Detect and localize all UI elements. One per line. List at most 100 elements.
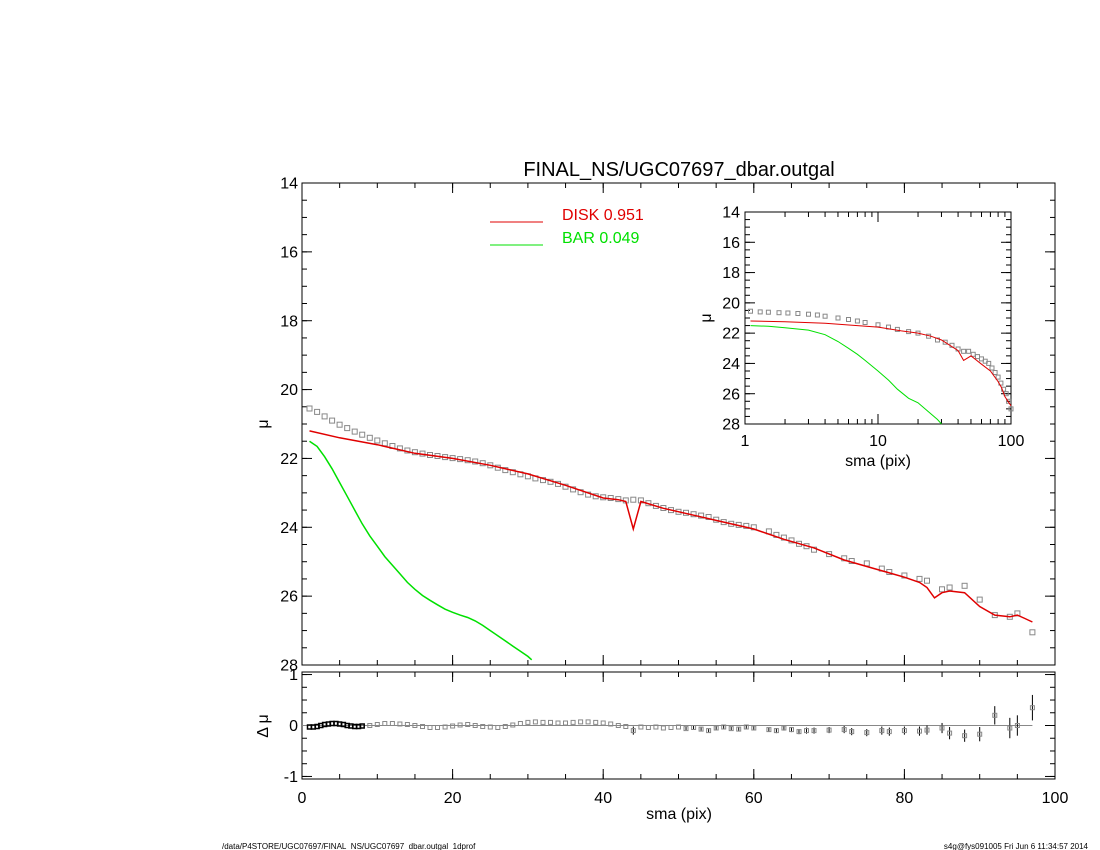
inset-data-point <box>986 360 992 366</box>
inset-data-point <box>935 337 940 343</box>
inset-y-tick-label: 26 <box>722 386 740 403</box>
inset-data-point <box>995 374 1001 380</box>
residual-data-point <box>540 719 546 725</box>
residual-data-point <box>721 724 727 730</box>
inset-x-tick-label: 10 <box>869 433 887 450</box>
residual-data-point <box>796 729 802 735</box>
main-data-point <box>961 582 968 589</box>
inset-y-tick-label: 24 <box>722 356 740 373</box>
inset-data-point <box>1006 398 1012 404</box>
residual-y-axis-label: Δ μ <box>255 714 272 737</box>
inset-disk-line <box>750 320 1012 407</box>
footer-timestamp: s4g@fys091005 Fri Jun 6 11:34:57 2014 <box>944 842 1089 850</box>
inset-data-point <box>961 348 967 354</box>
residual-data-point <box>789 727 794 733</box>
inset-bar-line <box>750 325 942 425</box>
residual-data-point <box>939 725 945 731</box>
inset-data-point <box>989 365 995 371</box>
main-data-point <box>1029 629 1036 636</box>
main-y-tick-label: 26 <box>280 589 298 606</box>
inset-y-tick-label: 14 <box>722 205 740 222</box>
main-y-tick-label: 28 <box>280 658 298 675</box>
residual-data-point <box>826 727 832 733</box>
residual-data-point <box>728 726 734 732</box>
footer-path: /data/P4STORE/UGC07697/FINAL_NS/UGC07697… <box>222 842 476 850</box>
inset-data-point <box>835 315 841 321</box>
main-data-point <box>306 405 313 412</box>
residual-data-point <box>510 722 516 728</box>
residual-x-tick-label: 80 <box>896 790 914 807</box>
residual-data-point <box>570 719 576 725</box>
main-data-point <box>630 496 637 503</box>
residual-data-point <box>608 721 614 727</box>
inset-y-tick-label: 28 <box>722 417 740 434</box>
residual-data-point <box>992 712 998 718</box>
main-data-point <box>359 431 366 438</box>
inset-data-point <box>776 310 782 316</box>
residual-data-point <box>600 720 606 726</box>
legend-label-disk: DISK 0.951 <box>562 207 644 224</box>
main-data-point <box>585 491 592 498</box>
inset-data-point <box>1008 406 1014 412</box>
residual-data-point <box>736 726 742 732</box>
main-data-point <box>366 434 373 441</box>
residual-data-point <box>420 724 425 729</box>
main-data-point <box>336 421 343 428</box>
residual-data-point <box>532 719 538 725</box>
main-data-point <box>939 586 945 593</box>
residual-x-tick-label: 20 <box>444 790 462 807</box>
residual-data-point <box>781 725 787 731</box>
residual-data-point <box>502 724 508 729</box>
residual-data-point <box>623 724 629 729</box>
inset-y-tick-label: 16 <box>722 235 740 252</box>
inset-background <box>700 204 1026 478</box>
residual-data-point <box>374 722 380 727</box>
main-y-tick-label: 16 <box>280 244 298 261</box>
residual-data-point <box>427 725 433 730</box>
main-y-tick-label: 22 <box>280 451 298 468</box>
main-y-tick-label: 24 <box>280 520 298 537</box>
main-data-point <box>344 425 351 432</box>
main-y-tick-label: 14 <box>280 176 298 193</box>
main-data-point <box>976 596 983 603</box>
residual-x-axis-label: sma (pix) <box>646 806 712 823</box>
residual-data-point <box>555 720 561 726</box>
main-data-point <box>826 551 833 558</box>
residual-data-point <box>615 723 621 728</box>
residual-data-point <box>472 723 478 728</box>
residual-data-point <box>1029 705 1035 711</box>
inset-data-point <box>795 311 801 316</box>
residual-data-point <box>917 728 922 734</box>
residual-data-point <box>382 721 388 726</box>
inset-data-point <box>765 309 771 315</box>
residual-data-point <box>525 719 531 725</box>
inset-data-point <box>785 310 791 316</box>
residual-data-point <box>691 725 697 730</box>
residual-data-point <box>811 728 817 734</box>
residual-data-point <box>713 725 719 731</box>
main-data-point <box>502 467 509 474</box>
main-data-point <box>705 514 712 520</box>
residual-data-point <box>578 719 584 725</box>
inset-x-tick-label: 100 <box>998 433 1025 450</box>
residual-data-point <box>698 726 704 732</box>
main-data-point <box>396 445 403 452</box>
residual-data-point <box>849 729 855 735</box>
main-y-axis-label: μ <box>255 419 272 428</box>
bar-line <box>309 440 533 661</box>
residual-data-point <box>676 724 681 730</box>
chart-title: FINAL_NS/UGC07697_dbar.outgal <box>523 159 834 181</box>
residual-data-point <box>962 733 968 739</box>
residual-x-tick-label: 60 <box>745 790 763 807</box>
residual-data-point <box>886 729 892 735</box>
inset-data-point <box>942 339 948 345</box>
main-plot: 14 16 18 20 22 24 26 28 μ DISK 0.951 BAR 0.049 <box>255 176 1056 675</box>
inset-x-axis-label: sma (pix) <box>845 453 911 470</box>
inset-y-tick-label: 20 <box>722 295 740 312</box>
residual-data-point <box>766 727 772 733</box>
main-y-tick-label: 18 <box>280 313 298 330</box>
main-y-tick-label: 20 <box>280 382 298 399</box>
inset-data-point <box>822 313 828 319</box>
